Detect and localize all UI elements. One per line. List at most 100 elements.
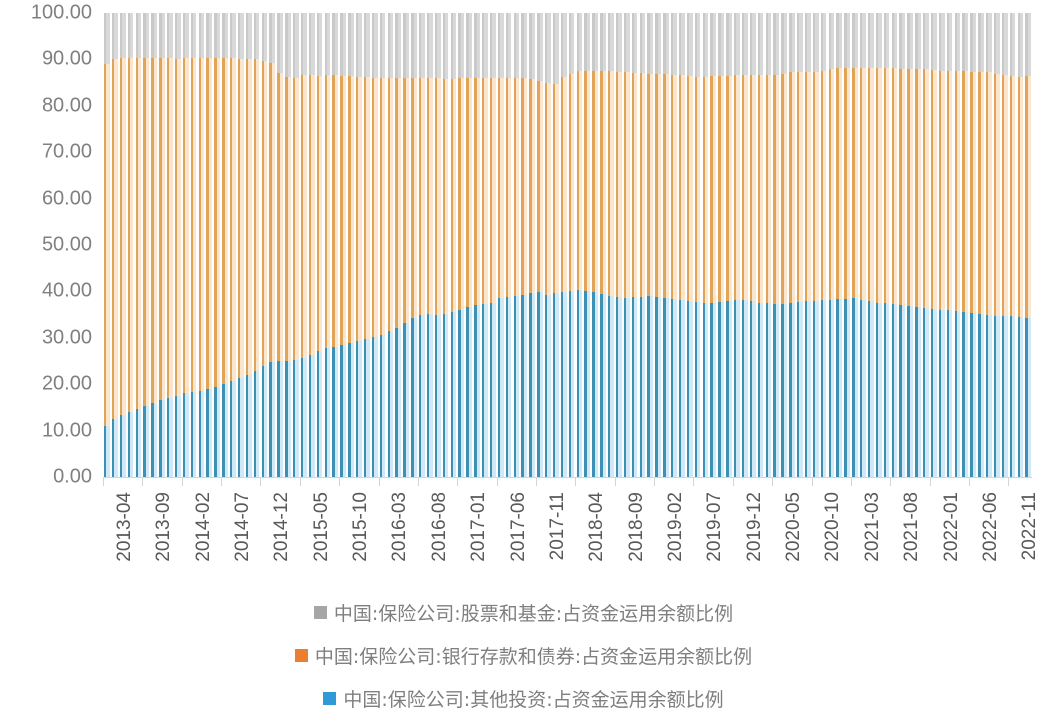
bar-slot[interactable] [891,13,899,477]
bar-slot[interactable] [828,13,836,477]
stacked-bar[interactable] [852,13,858,477]
bar-slot[interactable] [394,13,402,477]
bar-slot[interactable] [583,13,591,477]
stacked-bar[interactable] [387,13,394,477]
stacked-bar[interactable] [505,13,512,477]
stacked-bar[interactable] [513,13,520,477]
stacked-bar[interactable] [891,13,898,477]
bar-slot[interactable] [883,13,891,477]
bar-slot[interactable] [331,13,339,477]
stacked-bar[interactable] [285,13,291,477]
stacked-bar[interactable] [600,13,606,477]
stacked-bar[interactable] [678,13,685,477]
bar-slot[interactable] [607,13,615,477]
stacked-bar[interactable] [938,13,945,477]
bar-slot[interactable] [765,13,773,477]
bar-slot[interactable] [820,13,828,477]
stacked-bar[interactable] [253,13,260,477]
bar-slot[interactable] [418,13,426,477]
stacked-bar[interactable] [497,13,504,477]
stacked-bar[interactable] [458,13,465,477]
stacked-bar[interactable] [686,13,693,477]
stacked-bar[interactable] [875,13,882,477]
stacked-bar[interactable] [757,13,764,477]
stacked-bar[interactable] [663,13,669,477]
stacked-bar[interactable] [182,13,189,477]
bar-slot[interactable] [599,13,607,477]
bar-slot[interactable] [772,13,780,477]
stacked-bar[interactable] [174,13,181,477]
stacked-bar[interactable] [797,13,803,477]
stacked-bar[interactable] [930,13,937,477]
stacked-bar[interactable] [442,13,449,477]
bar-slot[interactable] [914,13,922,477]
stacked-bar[interactable] [836,13,843,477]
stacked-bar[interactable] [198,13,205,477]
stacked-bar[interactable] [119,13,126,477]
bar-slot[interactable] [308,13,316,477]
bar-slot[interactable] [292,13,300,477]
legend-entry[interactable]: 中国:保险公司:股票和基金:占资金运用余额比例 [313,599,733,626]
bar-slot[interactable] [229,13,237,477]
bar-slot[interactable] [709,13,717,477]
bar-slot[interactable] [568,13,576,477]
stacked-bar[interactable] [828,13,835,477]
bar-slot[interactable] [387,13,395,477]
stacked-bar[interactable] [190,13,197,477]
bar-slot[interactable] [410,13,418,477]
bar-slot[interactable] [898,13,906,477]
stacked-bar[interactable] [907,13,914,477]
stacked-bar[interactable] [521,13,528,477]
stacked-bar[interactable] [954,13,961,477]
bar-slot[interactable] [213,13,221,477]
stacked-bar[interactable] [269,13,276,477]
bar-slot[interactable] [434,13,442,477]
bar-slot[interactable] [379,13,387,477]
stacked-bar[interactable] [434,13,441,477]
stacked-bar[interactable] [214,13,221,477]
stacked-bar[interactable] [962,13,969,477]
bar-slot[interactable] [639,13,647,477]
bar-slot[interactable] [694,13,702,477]
stacked-bar[interactable] [726,13,732,477]
stacked-bar[interactable] [986,13,992,477]
stacked-bar[interactable] [300,13,307,477]
legend-item-deposits-bonds[interactable]: 中国:保险公司:银行存款和债券:占资金运用余额比例 [0,635,1047,675]
stacked-bar[interactable] [741,13,748,477]
bar-slot[interactable] [780,13,788,477]
stacked-bar[interactable] [1009,13,1016,477]
bar-slot[interactable] [284,13,292,477]
bar-slot[interactable] [646,13,654,477]
stacked-bar[interactable] [608,13,614,477]
stacked-bar[interactable] [419,13,425,477]
bar-slot[interactable] [1017,13,1025,477]
bar-slot[interactable] [552,13,560,477]
bar-slot[interactable] [702,13,710,477]
stacked-bar[interactable] [308,13,315,477]
bar-slot[interactable] [339,13,347,477]
stacked-bar[interactable] [426,13,433,477]
stacked-bar[interactable] [639,13,646,477]
bar-slot[interactable] [166,13,174,477]
stacked-bar[interactable] [159,13,165,477]
stacked-bar[interactable] [340,13,347,477]
stacked-bar[interactable] [135,13,142,477]
stacked-bar[interactable] [363,13,370,477]
stacked-bar[interactable] [592,13,599,477]
bar-slot[interactable] [276,13,284,477]
stacked-bar[interactable] [584,13,591,477]
bar-slot[interactable] [576,13,584,477]
stacked-bar[interactable] [867,13,874,477]
stacked-bar[interactable] [143,13,150,477]
stacked-bar[interactable] [615,13,622,477]
bar-slot[interactable] [686,13,694,477]
stacked-bar[interactable] [237,13,244,477]
bar-slot[interactable] [103,13,111,477]
bar-slot[interactable] [560,13,568,477]
stacked-bar[interactable] [293,13,299,477]
stacked-bar[interactable] [899,13,906,477]
stacked-bar[interactable] [773,13,780,477]
stacked-bar[interactable] [970,13,977,477]
stacked-bar[interactable] [560,13,567,477]
bar-slot[interactable] [804,13,812,477]
